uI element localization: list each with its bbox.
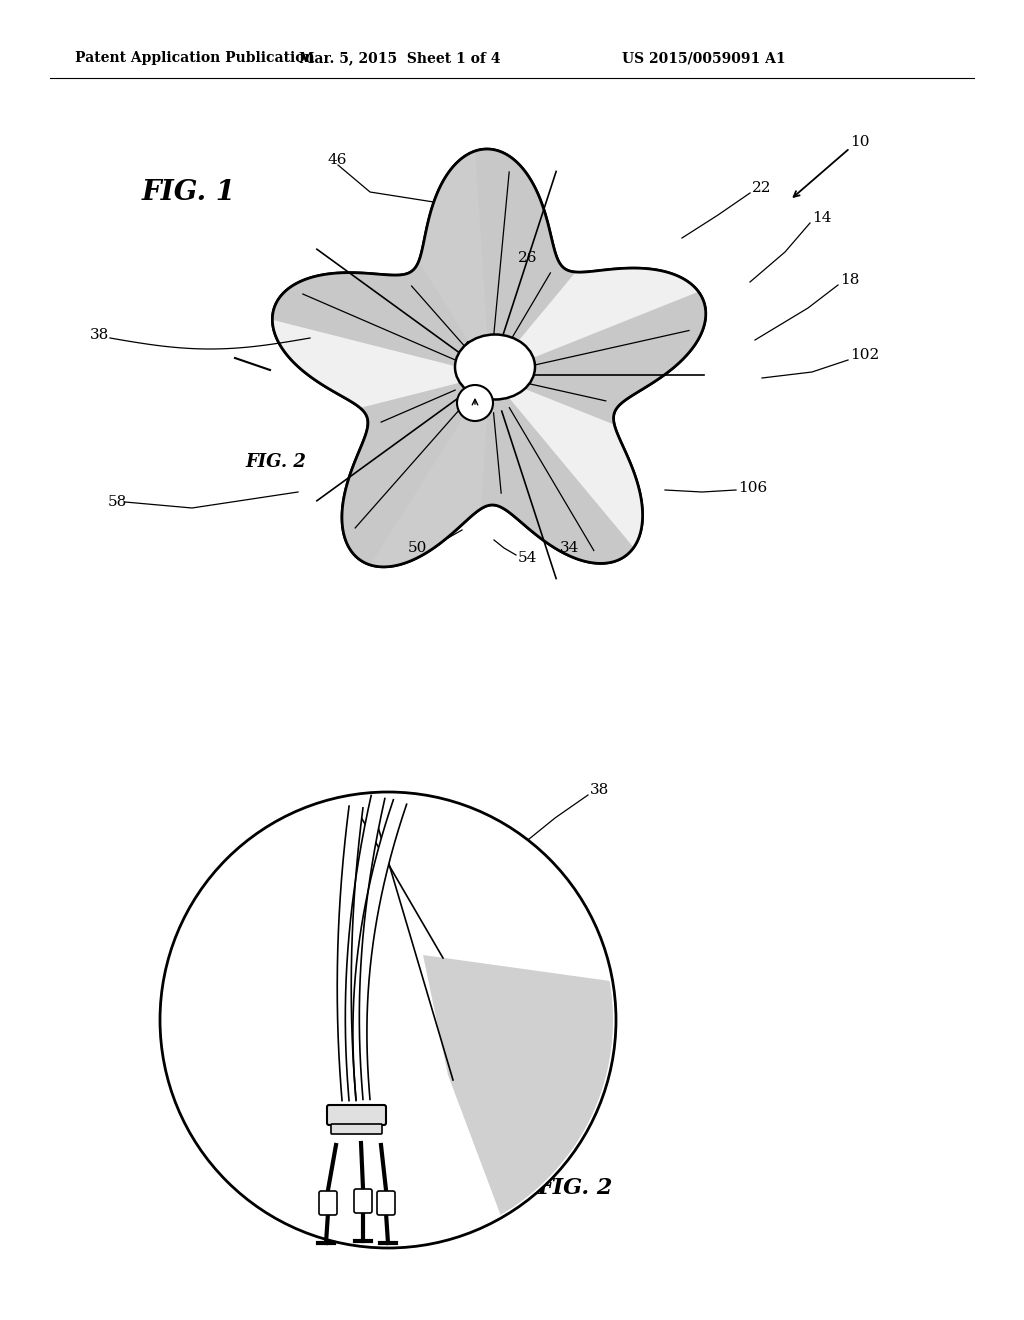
Text: 58: 58: [225, 873, 245, 887]
Polygon shape: [337, 807, 362, 1101]
Text: FIG. 1: FIG. 1: [142, 178, 236, 206]
Polygon shape: [475, 149, 575, 375]
Text: Mar. 5, 2015  Sheet 1 of 4: Mar. 5, 2015 Sheet 1 of 4: [299, 51, 501, 65]
Text: 14: 14: [812, 211, 831, 224]
Polygon shape: [490, 259, 706, 375]
Text: US 2015/0059091 A1: US 2015/0059091 A1: [622, 51, 785, 65]
FancyBboxPatch shape: [319, 1191, 337, 1214]
Text: 38: 38: [590, 783, 609, 797]
FancyBboxPatch shape: [354, 1189, 372, 1213]
Ellipse shape: [455, 334, 535, 400]
Text: 22: 22: [752, 181, 771, 195]
Text: 46: 46: [328, 153, 347, 168]
Text: 42: 42: [462, 341, 481, 355]
FancyBboxPatch shape: [327, 1105, 386, 1125]
Text: 66: 66: [205, 1003, 224, 1016]
Circle shape: [457, 385, 493, 421]
Polygon shape: [423, 954, 613, 1214]
Text: Patent Application Publication: Patent Application Publication: [75, 51, 314, 65]
Text: FIG. 2: FIG. 2: [538, 1177, 613, 1199]
Polygon shape: [272, 149, 706, 566]
Text: 54: 54: [518, 550, 538, 565]
Polygon shape: [344, 375, 504, 566]
Polygon shape: [481, 375, 634, 564]
Polygon shape: [399, 149, 513, 375]
Polygon shape: [353, 800, 407, 1101]
Text: 102: 102: [850, 348, 880, 362]
Text: 26: 26: [518, 251, 538, 265]
Text: 34: 34: [560, 541, 580, 554]
Text: 50: 50: [490, 978, 509, 993]
Text: 10: 10: [850, 135, 869, 149]
FancyBboxPatch shape: [331, 1125, 382, 1134]
Polygon shape: [490, 375, 643, 564]
Polygon shape: [272, 286, 490, 430]
Circle shape: [160, 792, 616, 1247]
Polygon shape: [342, 375, 490, 565]
Polygon shape: [345, 796, 385, 1101]
Text: 58: 58: [108, 495, 127, 510]
Polygon shape: [490, 292, 706, 425]
Text: FIG. 2: FIG. 2: [245, 453, 306, 471]
Text: 106: 106: [738, 480, 767, 495]
Text: 18: 18: [840, 273, 859, 286]
Text: 50: 50: [408, 541, 427, 554]
Text: 38: 38: [90, 327, 110, 342]
FancyBboxPatch shape: [377, 1191, 395, 1214]
Polygon shape: [272, 261, 490, 375]
